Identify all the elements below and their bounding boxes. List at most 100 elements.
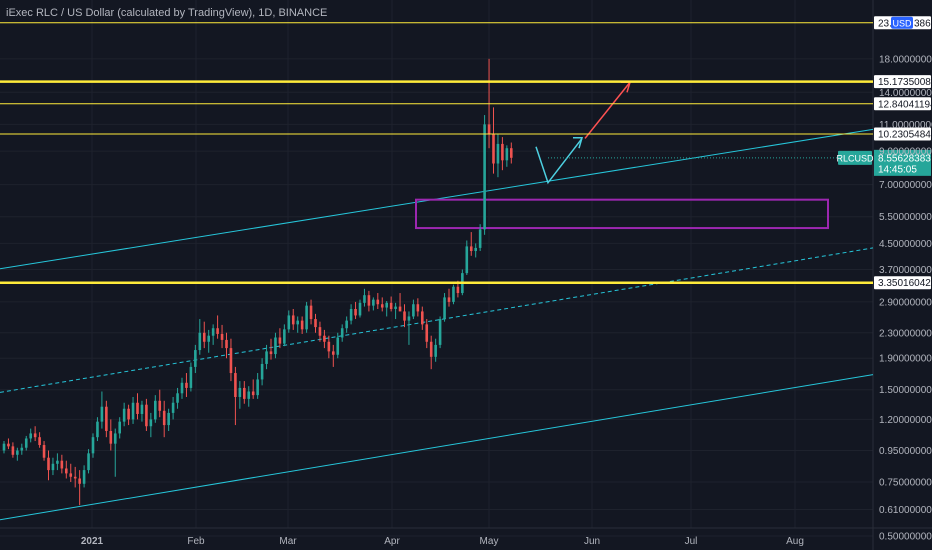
candle	[385, 300, 388, 317]
candle-body	[96, 421, 99, 438]
candle	[265, 344, 268, 370]
candle	[256, 373, 259, 399]
candle-body	[332, 351, 335, 355]
candle	[349, 304, 353, 325]
candle	[336, 332, 340, 359]
candle	[7, 438, 10, 450]
candle-body	[260, 363, 264, 380]
candle	[109, 419, 113, 451]
candle	[300, 316, 304, 334]
currency-badge	[891, 16, 913, 29]
price-tick-label: 11.00000000	[879, 120, 932, 131]
candle-body	[82, 470, 86, 484]
candle-body	[11, 446, 15, 455]
candle-body	[438, 319, 442, 345]
candle-body	[87, 453, 90, 471]
candle	[47, 450, 50, 481]
candle-body	[505, 148, 509, 161]
candle-body	[349, 308, 353, 321]
candle-body	[274, 337, 277, 355]
candle-body	[167, 412, 170, 426]
candle	[229, 338, 233, 382]
candle	[283, 324, 286, 347]
candle	[443, 293, 446, 322]
candle-body	[91, 437, 95, 454]
candle	[469, 232, 473, 256]
candle-body	[2, 443, 6, 451]
candle	[56, 453, 59, 471]
price-tick-label: 4.50000000	[879, 239, 932, 250]
candle	[234, 366, 237, 426]
candle	[198, 319, 202, 355]
candle-body	[287, 315, 291, 330]
candle	[167, 408, 170, 431]
candle	[149, 412, 153, 438]
candle	[492, 107, 495, 174]
candle-body	[33, 433, 37, 438]
candle	[29, 428, 32, 443]
candle	[202, 321, 206, 349]
candle-body	[456, 286, 460, 294]
candle-body	[469, 246, 473, 252]
candle-body	[510, 148, 513, 158]
candle-body	[340, 328, 344, 338]
candle-body	[429, 341, 433, 357]
candle	[247, 386, 251, 407]
candle-body	[421, 311, 424, 325]
candle-body	[358, 302, 362, 316]
time-axis[interactable]: 2021 Feb Mar Apr May Jun Jul Aug	[81, 536, 804, 547]
candle-body	[434, 344, 437, 357]
time-tick-label: Jun	[584, 536, 600, 547]
candle-body	[78, 478, 81, 484]
candle-body	[487, 124, 491, 135]
price-tick-label: 18.00000000	[879, 54, 932, 65]
candle	[394, 302, 397, 320]
countdown-label: 14:45:05	[878, 164, 917, 175]
candle-body	[136, 402, 139, 414]
candle-body	[180, 382, 184, 394]
candle	[416, 298, 420, 317]
candle-body	[269, 351, 273, 355]
candle	[260, 358, 264, 386]
candle-body	[300, 320, 304, 330]
candle	[158, 389, 162, 418]
candle-body	[296, 320, 299, 325]
price-axis[interactable]: 18.00000000 14.00000000 11.00000000 9.00000…	[879, 54, 932, 542]
candle-body	[465, 246, 469, 274]
candle-body	[198, 332, 202, 351]
price-tick-label: 14.00000000	[879, 88, 932, 99]
candle	[425, 319, 429, 349]
candle-body	[207, 335, 210, 342]
candle-body	[118, 421, 121, 434]
candle	[483, 115, 486, 235]
candle-body	[69, 473, 73, 477]
drawing-overlays	[0, 81, 874, 521]
candle	[251, 379, 255, 399]
candle-body	[202, 332, 206, 342]
candle	[274, 332, 277, 359]
candle	[407, 311, 411, 345]
candle	[78, 470, 81, 506]
candle	[211, 324, 215, 345]
candle-body	[354, 308, 357, 316]
candle-body	[243, 387, 246, 399]
candle	[154, 395, 157, 423]
candle-body	[127, 408, 130, 420]
candle-body	[122, 408, 126, 422]
projected-path-line	[535, 137, 583, 185]
candle-body	[38, 437, 41, 446]
candle	[24, 435, 28, 451]
candle-body	[16, 450, 19, 455]
candle-body	[220, 333, 224, 340]
chart-title: iExec RLC / US Dollar (calculated by Tra…	[6, 7, 328, 19]
candle	[380, 297, 384, 312]
channel-lower-line	[0, 374, 874, 521]
level-label: 3.35016042	[878, 278, 931, 289]
candle-body	[318, 327, 322, 336]
candle	[171, 396, 175, 420]
candle-body	[327, 341, 331, 352]
level-label: 23.6	[878, 18, 898, 29]
candle-body	[149, 419, 153, 427]
candle	[438, 316, 442, 349]
